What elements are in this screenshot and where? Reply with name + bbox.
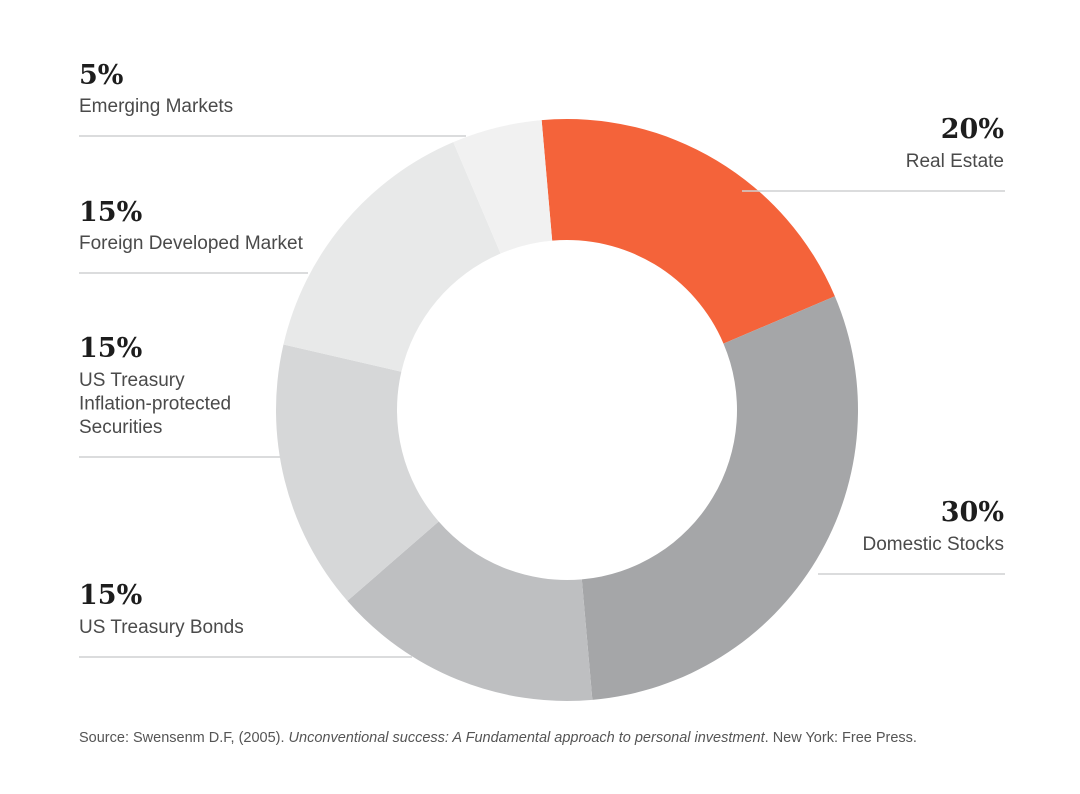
source-title: Unconventional success: A Fundamental ap… (288, 730, 765, 746)
category-label-emerging-markets: Emerging Markets (79, 96, 233, 117)
source-citation: Source: Swensenm D.F, (2005). Unconventi… (79, 730, 1059, 746)
slice-emerging-markets (453, 120, 553, 254)
category-label-real-estate: Real Estate (906, 151, 1004, 172)
source-prefix: Source: Swensenm D.F, (2005). (79, 730, 289, 746)
slice-foreign-developed-market (283, 142, 501, 372)
slice-us-treasury-bonds (347, 521, 593, 701)
value-label-us-treasury-bonds: 15% (79, 580, 142, 611)
slice-domestic-stocks (581, 296, 858, 700)
value-label-us-treasury-inflation-protected-securities: 15% (79, 333, 142, 364)
value-label-domestic-stocks: 30% (941, 497, 1004, 528)
value-label-foreign-developed-market: 15% (79, 197, 142, 228)
category-label-us-treasury-inflation-protected-securities: US Treasury Inflation-protected Securities (79, 370, 231, 438)
category-label-us-treasury-bonds: US Treasury Bonds (79, 617, 244, 638)
source-suffix: . New York: Free Press. (764, 730, 917, 746)
category-label-domestic-stocks: Domestic Stocks (863, 534, 1004, 555)
category-label-foreign-developed-market: Foreign Developed Market (79, 233, 304, 254)
slice-real-estate (541, 119, 835, 344)
value-label-emerging-markets: 5% (79, 60, 123, 91)
value-label-real-estate: 20% (941, 114, 1004, 145)
slice-us-treasury-inflation-protected-securities (276, 344, 439, 601)
